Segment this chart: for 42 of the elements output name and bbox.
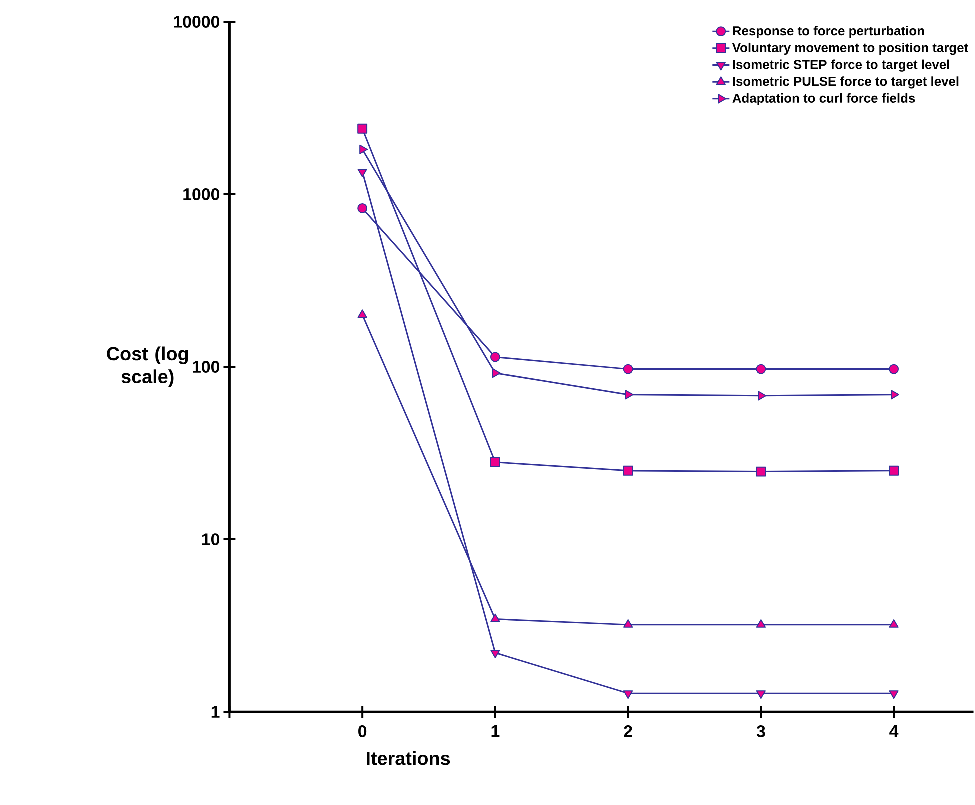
point — [756, 619, 766, 628]
point — [756, 466, 766, 477]
point — [490, 352, 500, 362]
point — [490, 650, 500, 658]
point — [360, 144, 368, 154]
point — [358, 124, 368, 134]
point — [889, 690, 899, 700]
legend-label: Adaptation to curl force fields — [732, 93, 916, 106]
point — [756, 690, 766, 700]
point — [358, 169, 368, 178]
point — [756, 364, 766, 374]
point — [889, 619, 899, 628]
x-tick-label: 0 — [358, 726, 367, 738]
x-tick-label: 2 — [624, 726, 632, 738]
point — [490, 614, 500, 622]
point — [758, 391, 767, 401]
x-tick-label: 4 — [890, 726, 899, 738]
point — [358, 203, 368, 214]
point — [624, 690, 634, 700]
point — [623, 466, 634, 476]
legend-label: Response to force perturbation — [733, 26, 924, 38]
y-tick-label: 10000 — [174, 16, 220, 28]
point — [624, 619, 634, 628]
x-axis-title: Iterations — [367, 751, 450, 766]
y-tick-label: 1000 — [184, 188, 220, 201]
legend-label: Isometric PULSE force to target level — [733, 76, 959, 89]
point — [891, 390, 900, 400]
y-axis-title: Cost (log scale) — [107, 346, 188, 388]
point — [358, 310, 368, 318]
legend-label: Isometric STEP force to target level — [733, 60, 950, 72]
y-tick-label: 10 — [202, 534, 220, 546]
x-tick-label: 3 — [756, 726, 766, 738]
x-tick-label: 1 — [492, 726, 500, 738]
point — [492, 368, 501, 378]
point — [625, 390, 634, 400]
legend-label: Voluntary movement to position target — [732, 42, 968, 56]
point — [490, 457, 500, 468]
y-tick-label: 100 — [193, 361, 220, 374]
point — [889, 364, 900, 374]
point — [623, 364, 634, 374]
point — [889, 466, 900, 476]
y-tick-label: 1 — [212, 706, 220, 718]
